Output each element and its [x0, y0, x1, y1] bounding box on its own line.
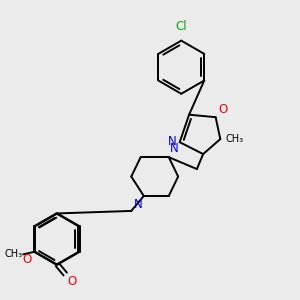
Text: O: O [218, 103, 227, 116]
Text: N: N [168, 135, 177, 148]
Text: Cl: Cl [176, 20, 187, 33]
Text: O: O [68, 275, 77, 288]
Text: CH₃: CH₃ [226, 134, 244, 144]
Text: CH₃: CH₃ [4, 249, 22, 260]
Text: O: O [23, 254, 32, 266]
Text: N: N [170, 142, 179, 155]
Text: N: N [134, 198, 142, 212]
